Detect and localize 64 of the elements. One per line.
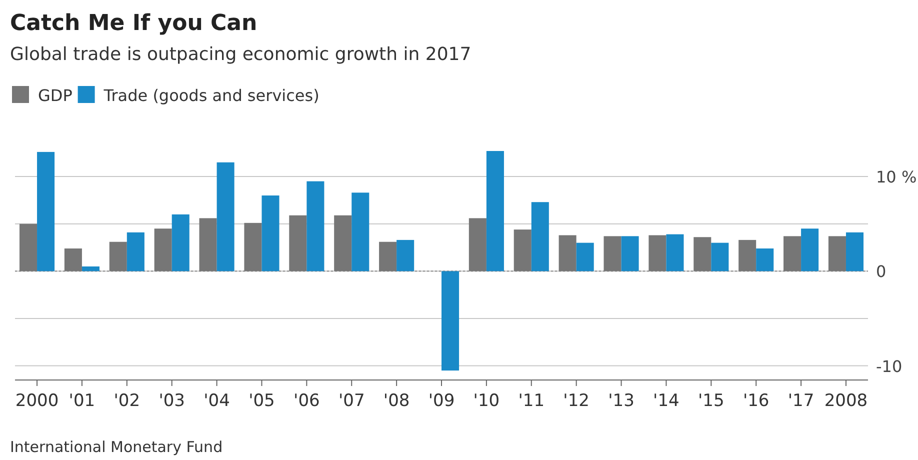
bar <box>126 232 144 272</box>
text: International Monetary Fund <box>10 438 223 456</box>
bar <box>172 214 190 272</box>
x-tick-label: '14 <box>653 391 680 411</box>
bar <box>576 242 594 272</box>
x-tick-label: '04 <box>204 391 230 411</box>
bar <box>604 236 622 272</box>
bar <box>828 236 846 272</box>
chart-title: Catch Me If you Can <box>10 11 258 36</box>
bar <box>801 228 819 272</box>
bar <box>199 218 217 272</box>
bar <box>531 202 549 272</box>
x-tick-label: '10 <box>473 391 500 411</box>
bar <box>756 248 774 272</box>
x-tick-label: '12 <box>563 391 590 411</box>
bar <box>784 236 802 272</box>
x-tick-label: '07 <box>338 391 365 411</box>
bar <box>64 248 82 272</box>
x-tick-label: '11 <box>518 391 545 411</box>
bar <box>711 242 729 272</box>
bar <box>558 235 576 272</box>
bar <box>694 237 712 272</box>
bar <box>379 242 397 272</box>
y-tick-label: 0 <box>876 262 886 282</box>
chart-subtitle: Global trade is outpacing economic growth in 2017 <box>10 44 472 65</box>
bar <box>352 192 370 272</box>
y-tick-label: 10 % <box>876 168 917 187</box>
bar <box>738 240 756 272</box>
bar <box>262 195 280 272</box>
bar <box>289 215 307 272</box>
bar <box>396 240 414 272</box>
bar <box>154 228 172 272</box>
bar <box>666 234 684 272</box>
bar <box>442 271 460 371</box>
x-tick-label: '06 <box>294 391 320 411</box>
bar <box>468 218 486 272</box>
bar <box>109 242 127 272</box>
bar <box>486 151 504 272</box>
bar <box>216 162 234 272</box>
x-tick-label: '16 <box>742 391 770 411</box>
x-tick-label: '08 <box>383 391 410 411</box>
bar <box>648 235 666 272</box>
x-tick-label: '05 <box>248 391 275 411</box>
bar <box>846 232 864 272</box>
x-tick-label: '02 <box>114 391 140 411</box>
bar <box>621 236 639 272</box>
bar <box>514 230 532 272</box>
bar <box>82 266 100 272</box>
x-tick-label: 2000 <box>15 391 59 411</box>
bar <box>19 224 38 272</box>
x-tick-label: '17 <box>788 391 814 411</box>
x-tick-label: '01 <box>68 391 96 411</box>
bar <box>244 222 262 272</box>
bar <box>306 181 324 272</box>
legend-label: Trade (goods and services) <box>102 86 320 105</box>
x-tick-label: 2008 <box>824 391 868 411</box>
x-tick-label: '09 <box>428 391 455 411</box>
legend-label: GDP <box>38 86 73 105</box>
x-tick-label: '03 <box>158 391 186 411</box>
x-tick-label: '15 <box>698 391 724 411</box>
bar <box>334 215 352 272</box>
y-tick-label: -10 <box>876 356 902 376</box>
bar <box>37 152 55 272</box>
x-tick-label: '13 <box>608 391 634 411</box>
